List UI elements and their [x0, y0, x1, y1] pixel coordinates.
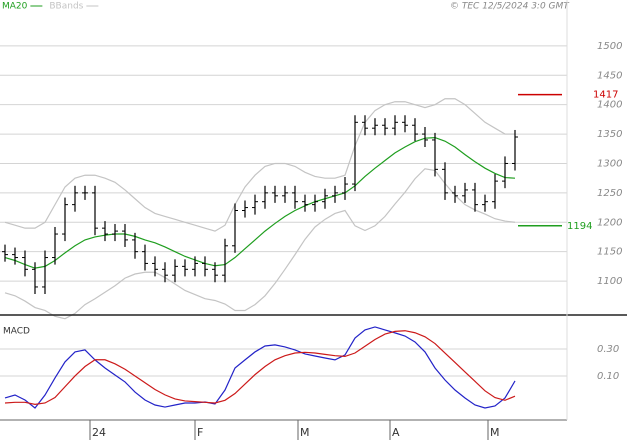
y-tick-label: 1400 — [597, 100, 622, 111]
x-tick-label: F — [197, 426, 203, 439]
series-line — [4, 330, 516, 405]
source: © TEC 12/5/2024 3:0 GMT — [450, 2, 570, 12]
y-tick-label: 1350 — [597, 129, 622, 140]
series-line — [4, 326, 516, 409]
x-tick-label: 24 — [92, 426, 106, 439]
y-tick-label: 1500 — [597, 41, 622, 52]
x-tick-label: M — [490, 426, 500, 439]
legend-label: BBands — [49, 2, 83, 12]
level-label: 1417 — [593, 90, 618, 101]
y-tick-label: 1450 — [597, 70, 622, 81]
band-line — [4, 168, 516, 320]
y-tick-label: 1250 — [597, 188, 622, 199]
y-tick-label: 1100 — [597, 276, 622, 287]
y-tick-label: 1200 — [597, 217, 622, 228]
y-tick-label: 0.30 — [597, 344, 619, 355]
y-tick-label: 1150 — [597, 247, 622, 258]
macd-title: MACD — [3, 327, 30, 337]
x-tick-label: A — [392, 426, 400, 439]
y-tick-label: 0.10 — [597, 371, 619, 382]
legend-label: MA20 — [2, 2, 28, 12]
y-tick-label: 1300 — [597, 158, 622, 169]
level-label: 1194 — [567, 221, 592, 232]
x-tick-label: M — [300, 426, 310, 439]
series-line — [4, 136, 516, 269]
series-line — [4, 98, 515, 232]
